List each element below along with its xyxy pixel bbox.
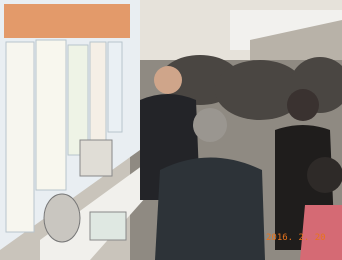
poster	[6, 42, 34, 232]
person-jacket	[155, 158, 265, 260]
banner	[4, 4, 130, 38]
timestamp: 2016. 2. 20	[266, 233, 326, 243]
person-head	[287, 89, 319, 121]
poster	[68, 45, 88, 155]
poster	[108, 42, 122, 132]
page: 2016. 2. 20 (() => { const data = JSON.p…	[0, 0, 342, 260]
person-head	[307, 157, 342, 193]
pot	[44, 194, 80, 242]
person-head	[193, 108, 227, 142]
machine	[80, 140, 112, 176]
person-head	[154, 66, 182, 94]
poster	[36, 40, 66, 190]
poster	[90, 42, 106, 142]
book	[90, 212, 126, 240]
photo: 2016. 2. 20	[0, 0, 342, 260]
